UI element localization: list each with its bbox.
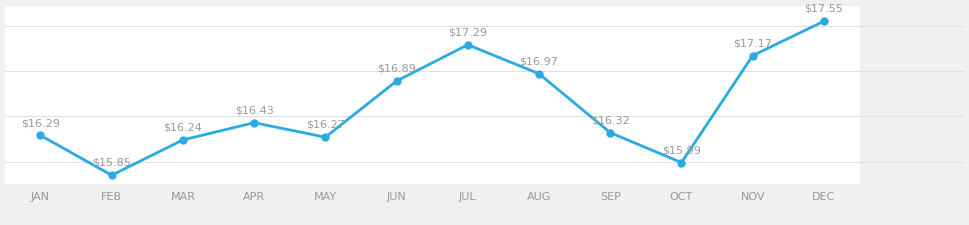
Text: $17.29: $17.29: [448, 27, 486, 37]
Text: $16.27: $16.27: [305, 119, 344, 129]
Text: $16.32: $16.32: [590, 115, 629, 125]
Text: $16.89: $16.89: [377, 63, 416, 73]
Text: $16.43: $16.43: [234, 105, 273, 115]
Text: $15.85: $15.85: [92, 157, 131, 167]
Text: $17.55: $17.55: [803, 4, 842, 14]
Text: $16.24: $16.24: [164, 122, 203, 132]
Text: $15.99: $15.99: [661, 145, 701, 155]
Text: $16.97: $16.97: [519, 56, 558, 66]
Text: $16.29: $16.29: [21, 117, 60, 128]
Text: $17.17: $17.17: [733, 38, 771, 48]
